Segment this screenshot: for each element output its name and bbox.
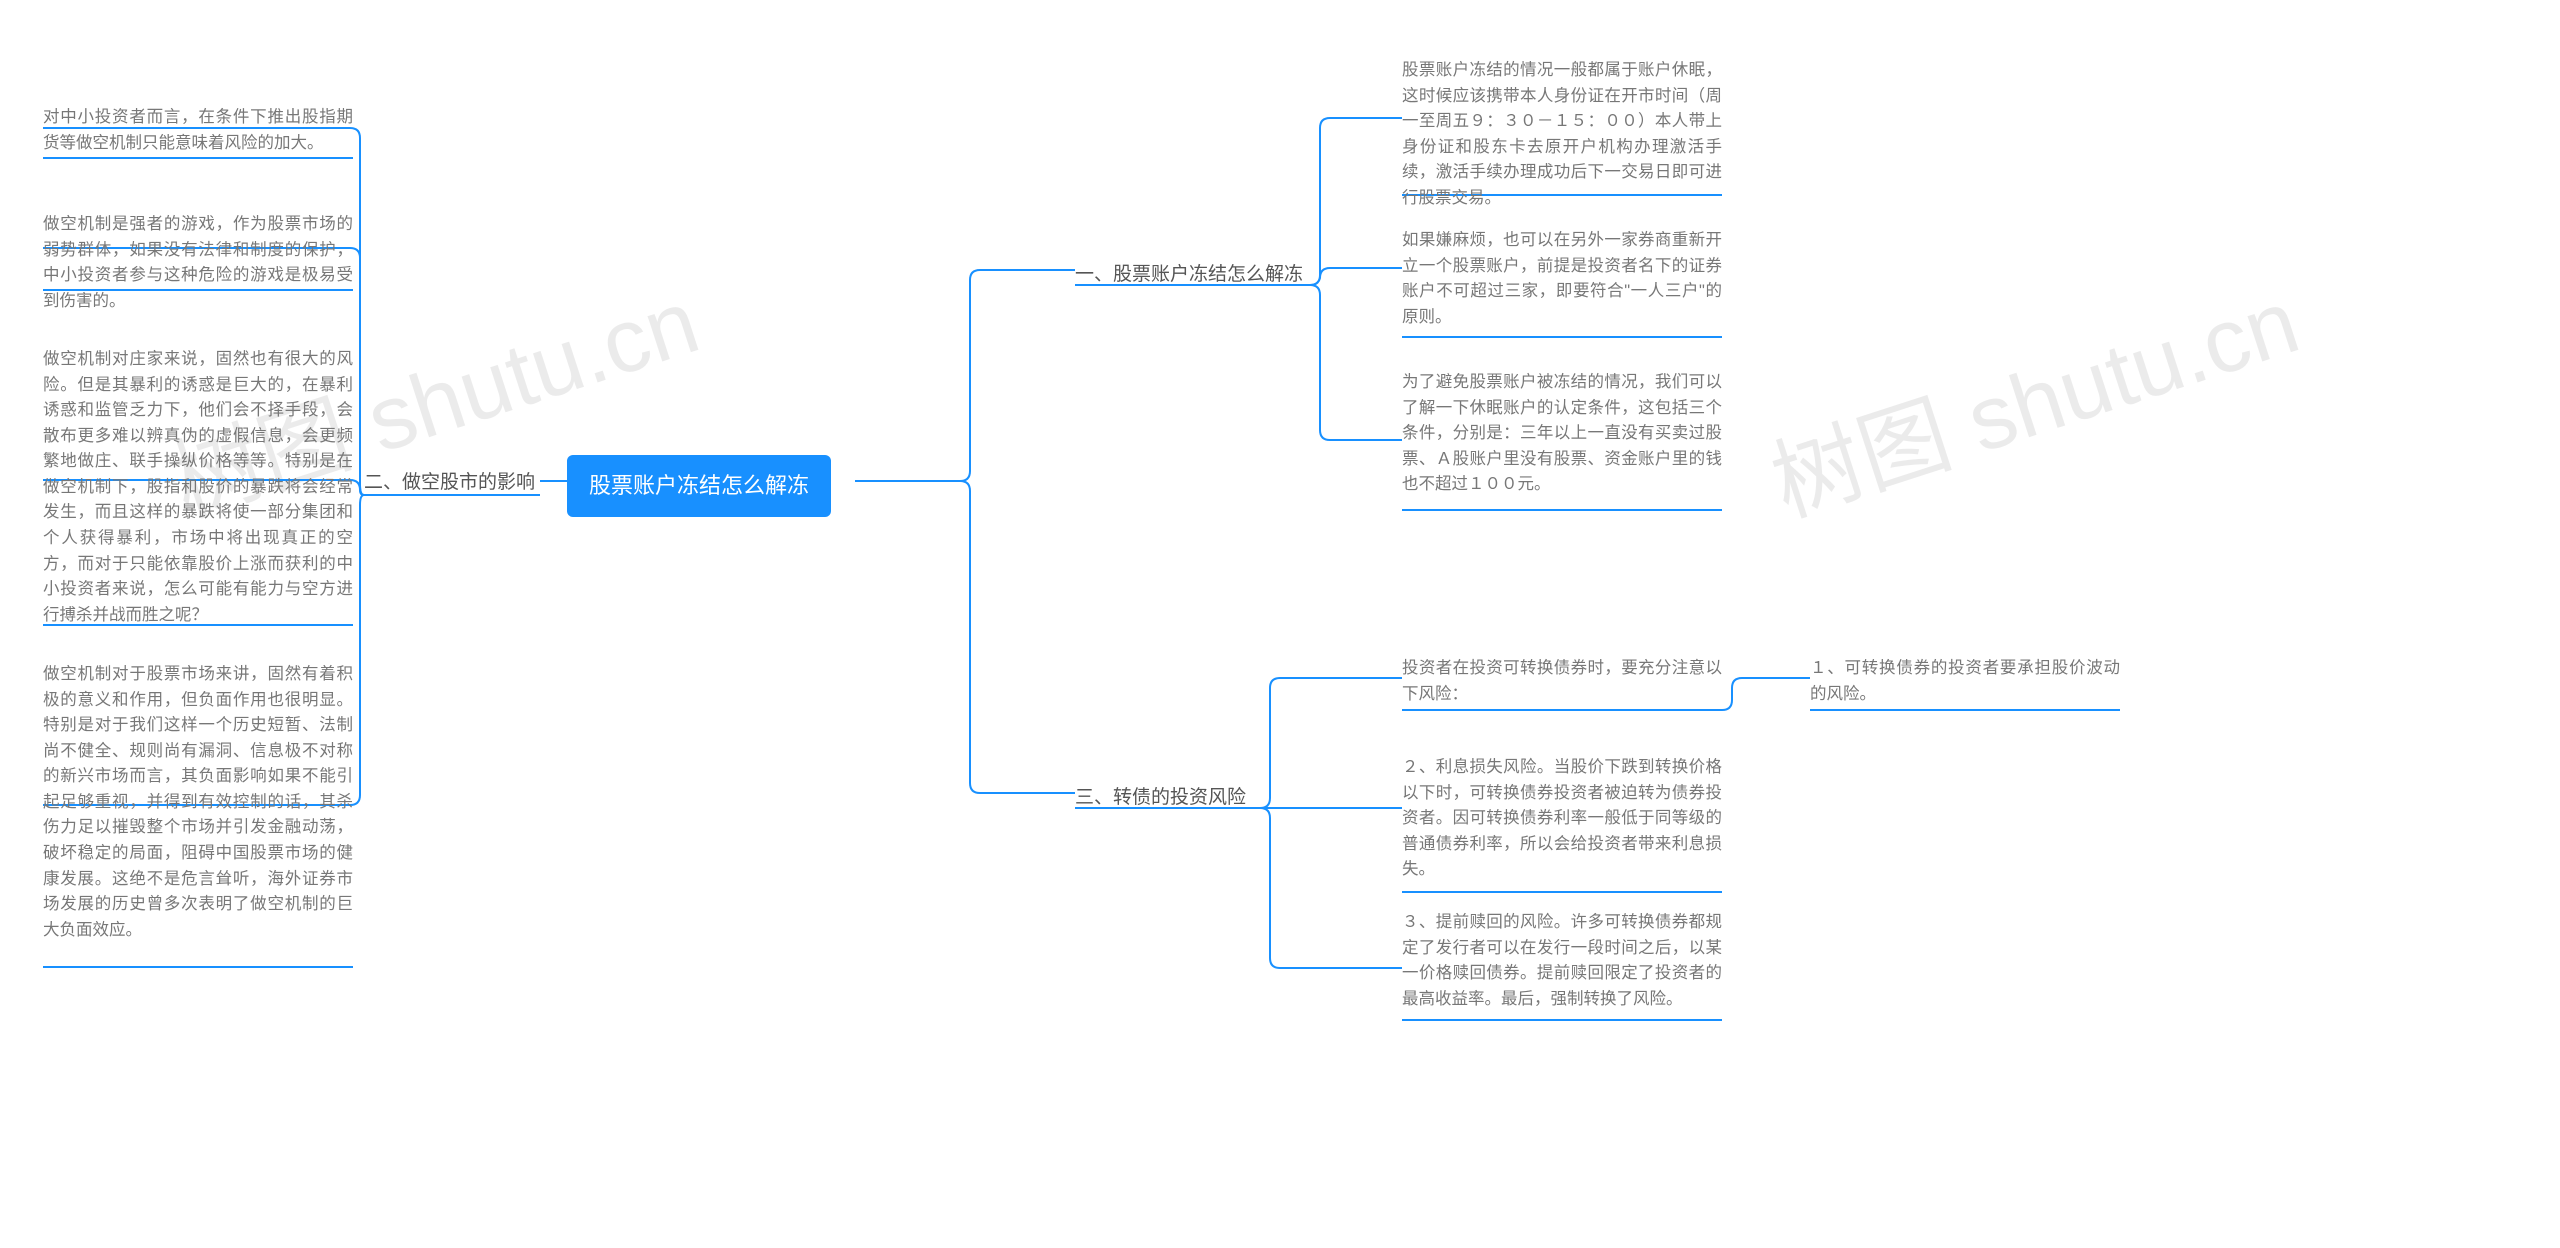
center-label: 股票账户冻结怎么解冻: [589, 473, 809, 498]
branch-2-item-4: 做空机制对于股票市场来讲，固然有着积极的意义和作用，但负面作用也很明显。特别是对…: [43, 662, 353, 943]
branch-1-label: 一、股票账户冻结怎么解冻: [1075, 260, 1303, 289]
branch-2-item-1: 对中小投资者而言，在条件下推出股指期货等做空机制只能意味着风险的加大。: [43, 105, 353, 156]
branch-1-item-1: 股票账户冻结的情况一般都属于账户休眠，这时候应该携带本人身份证在开市时间（周一至…: [1402, 58, 1722, 211]
branch-3-item-1-sub: １、可转换债券的投资者要承担股价波动的风险。: [1810, 656, 2120, 707]
branch-3-item-3: ３、提前赎回的风险。许多可转换债券都规定了发行者可以在发行一段时间之后，以某一价…: [1402, 910, 1722, 1012]
branch-2-label: 二、做空股市的影响: [364, 468, 535, 497]
center-node: 股票账户冻结怎么解冻: [567, 455, 831, 517]
branch-1-item-2: 如果嫌麻烦，也可以在另外一家券商重新开立一个股票账户，前提是投资者名下的证券账户…: [1402, 228, 1722, 330]
branch-3-label: 三、转债的投资风险: [1075, 783, 1246, 812]
branch-2-item-3: 做空机制对庄家来说，固然也有很大的风险。但是其暴利的诱惑是巨大的，在暴利诱惑和监…: [43, 347, 353, 628]
branch-3-item-2: ２、利息损失风险。当股价下跌到转换价格以下时，可转换债券投资者被迫转为债券投资者…: [1402, 755, 1722, 883]
watermark-2: 树图 shutu.cn: [1753, 249, 2312, 541]
branch-1-item-3: 为了避免股票账户被冻结的情况，我们可以了解一下休眠账户的认定条件，这包括三个条件…: [1402, 370, 1722, 498]
branch-3-item-1: 投资者在投资可转换债券时，要充分注意以下风险：: [1402, 656, 1722, 707]
branch-2-item-2: 做空机制是强者的游戏，作为股票市场的弱势群体，如果没有法律和制度的保护，中小投资…: [43, 212, 353, 314]
connectors: [0, 0, 2560, 1248]
